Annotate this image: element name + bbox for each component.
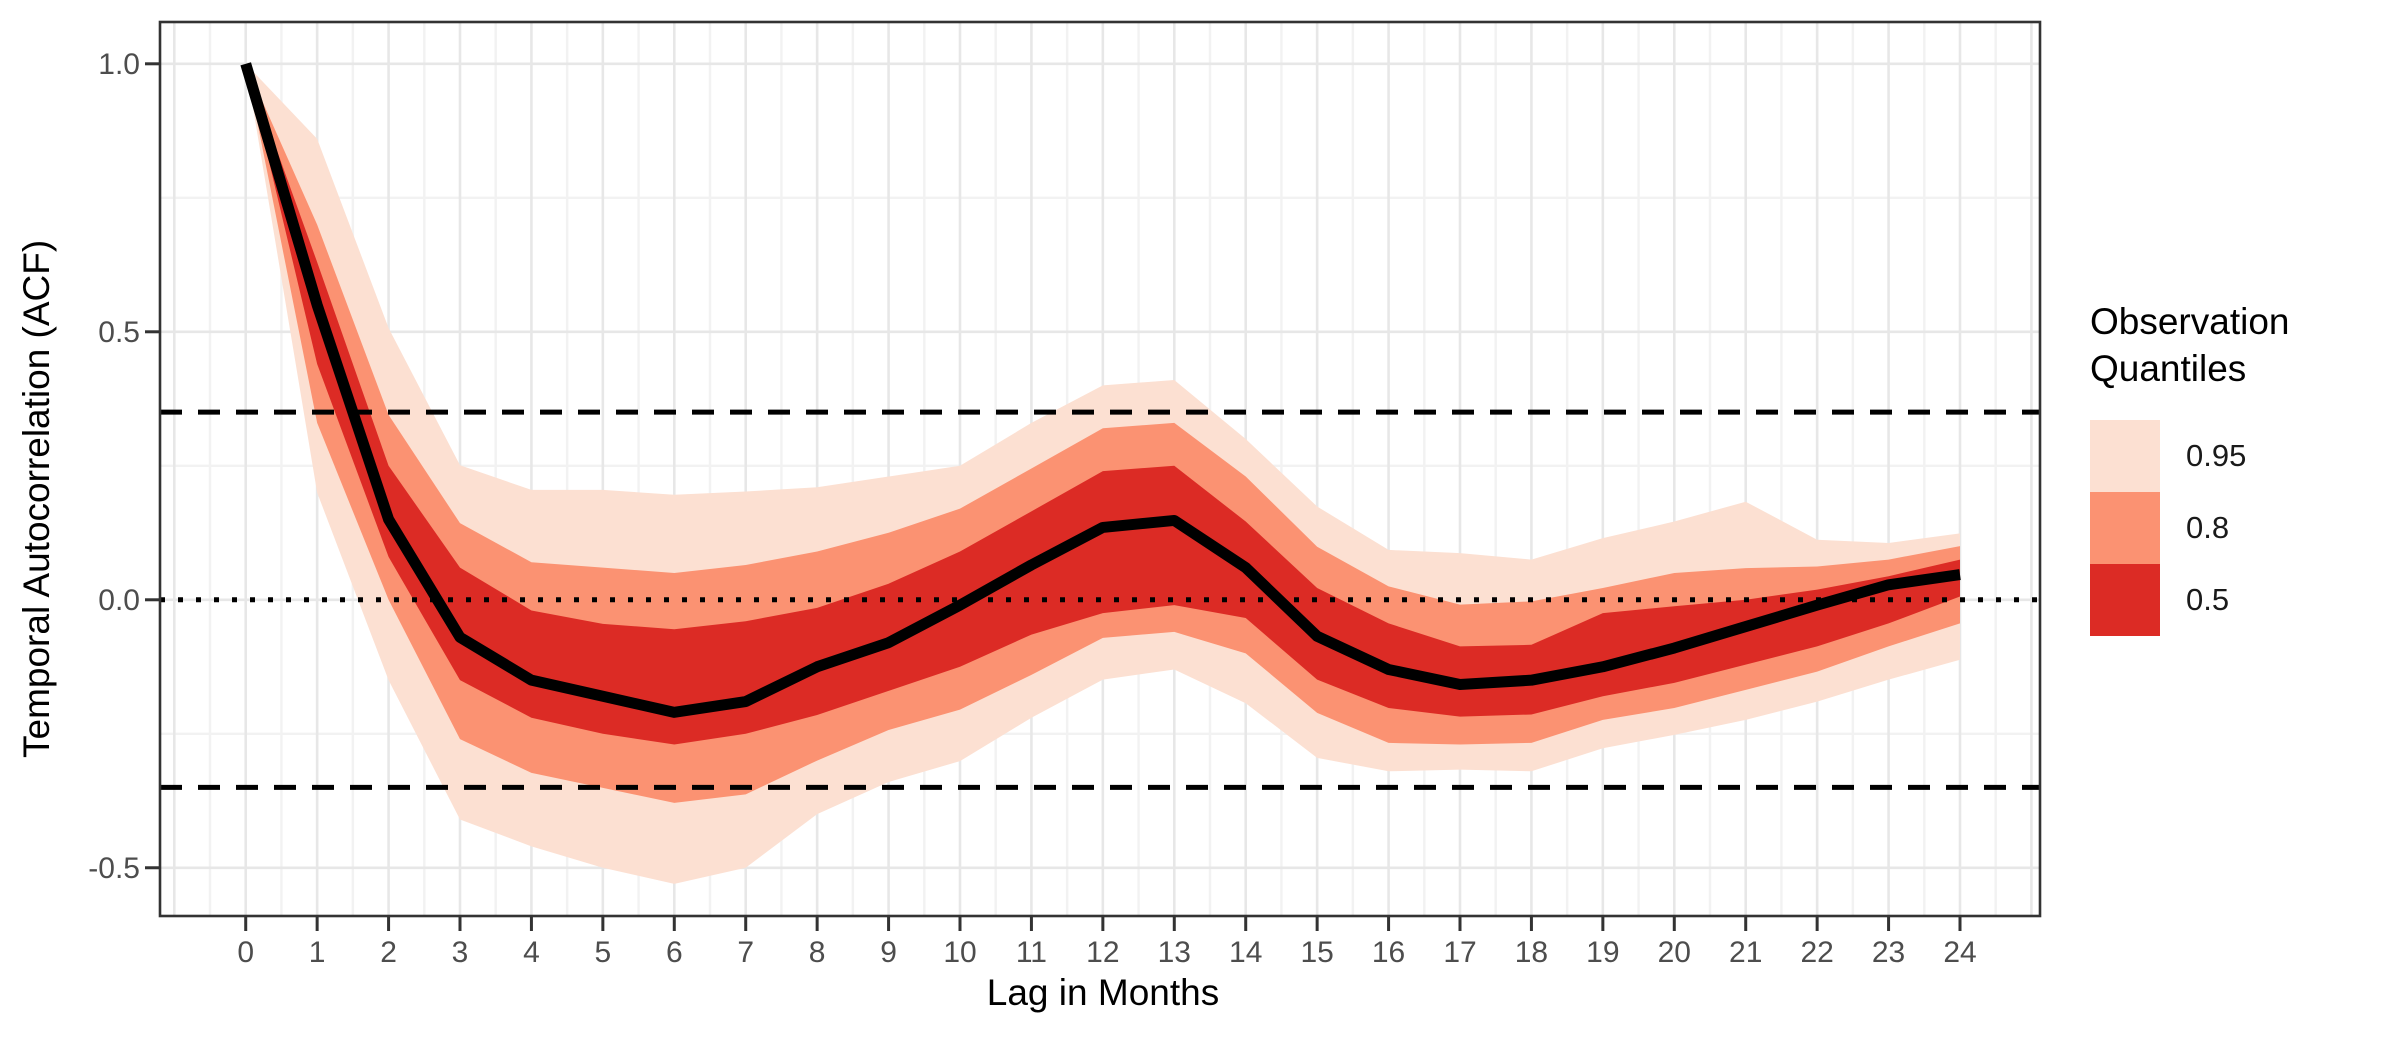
y-tick-label: 1.0	[98, 48, 140, 81]
x-tick-label: 15	[1300, 936, 1333, 969]
x-tick-label: 11	[1016, 936, 1047, 969]
quantile-band-0.5	[245, 63, 1961, 745]
legend-swatch-0.8	[2090, 492, 2160, 564]
legend-entry-0.8: 0.8	[2090, 492, 2390, 564]
x-tick-label: 5	[595, 936, 612, 969]
x-tick-label: 23	[1872, 936, 1905, 969]
panel-border	[158, 20, 2042, 918]
legend-swatch-0.95	[2090, 420, 2160, 492]
legend-label: 0.95	[2186, 438, 2247, 473]
legend-title-line1: Observation	[2090, 301, 2290, 342]
y-tick-label: -0.5	[88, 852, 140, 885]
legend-entries: 0.95 0.8 0.5	[2090, 420, 2390, 636]
y-tick-label: 0.0	[98, 584, 140, 617]
x-tick-label: 19	[1586, 936, 1619, 969]
legend-entry-0.5: 0.5	[2090, 564, 2390, 636]
x-tick-label: 21	[1729, 936, 1762, 969]
x-tick-label: 3	[452, 936, 469, 969]
legend: Observation Quantiles 0.95 0.8 0.5	[2090, 298, 2390, 636]
x-tick-label: 24	[1943, 936, 1976, 969]
x-tick-label: 7	[737, 936, 754, 969]
x-tick-label: 10	[943, 936, 976, 969]
x-tick-label: 17	[1443, 936, 1476, 969]
legend-label: 0.5	[2186, 582, 2230, 617]
x-tick-label: 6	[666, 936, 683, 969]
legend-title: Observation Quantiles	[2090, 298, 2390, 392]
y-axis-title: Temporal Autocorrelation (ACF)	[16, 239, 57, 758]
x-tick-label: 22	[1800, 936, 1833, 969]
x-tick-label: 16	[1372, 936, 1405, 969]
x-axis-title: Lag in Months	[986, 972, 1220, 1013]
median-acf-line	[240, 62, 1961, 718]
quantile-band-0.8	[245, 63, 1961, 803]
x-tick-label: 1	[309, 936, 326, 969]
x-tick-label: 9	[880, 936, 897, 969]
legend-label: 0.8	[2186, 510, 2230, 545]
x-tick-label: 4	[523, 936, 540, 969]
legend-title-line2: Quantiles	[2090, 348, 2247, 389]
x-tick-label: 8	[809, 936, 826, 969]
x-tick-label: 2	[380, 936, 397, 969]
x-tick-label: 0	[237, 936, 254, 969]
legend-entry-0.95: 0.95	[2090, 420, 2390, 492]
y-tick-label: 0.5	[98, 316, 140, 349]
legend-swatch-0.5	[2090, 564, 2160, 636]
x-tick-label: 13	[1158, 936, 1191, 969]
x-tick-label: 18	[1515, 936, 1548, 969]
x-tick-label: 14	[1229, 936, 1262, 969]
x-tick-label: 12	[1086, 936, 1119, 969]
x-tick-label: 20	[1658, 936, 1691, 969]
